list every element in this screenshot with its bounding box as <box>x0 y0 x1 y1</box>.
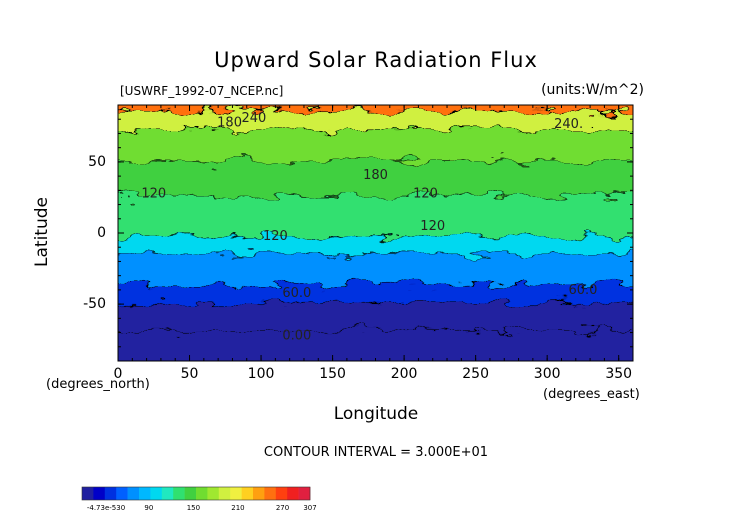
colorbar-swatch <box>264 487 277 500</box>
y-tick-label: 0 <box>97 225 106 241</box>
colorbar-swatch <box>93 487 106 500</box>
contour-label: 240. <box>554 117 583 132</box>
colorbar-swatch <box>287 487 299 500</box>
heatmap-band <box>118 329 633 361</box>
contour-label: 0.00 <box>282 329 311 344</box>
x-tick-label: 350 <box>605 366 633 382</box>
file-label: [USWRF_1992-07_NCEP.nc] <box>120 84 284 98</box>
colorbar-tick-label: 307 <box>303 504 317 512</box>
colorbar-frame <box>81 486 311 501</box>
colorbar-swatch <box>230 487 242 500</box>
contour-label: 60.0 <box>568 283 597 298</box>
x-tick-label: 0 <box>113 366 123 382</box>
colorbar-swatch <box>196 487 208 500</box>
y-tick-label: 50 <box>88 153 106 170</box>
y-tick-label: -50 <box>83 296 106 313</box>
colorbar-swatch <box>116 487 128 500</box>
units-label: (units:W/m^2) <box>541 82 644 98</box>
y-axis-unit-note: (degrees_north) <box>46 377 150 392</box>
colorbar-swatch <box>253 487 265 500</box>
colorbar-swatch <box>104 487 117 500</box>
contour-label: 180 <box>363 168 388 183</box>
colorbar-swatch <box>184 487 197 500</box>
plot-area <box>118 105 633 361</box>
contour-interval-text: CONTOUR INTERVAL = 3.000E+01 <box>263 445 489 460</box>
colorbar-swatch <box>139 487 151 500</box>
colorbar-swatch <box>173 487 185 500</box>
contour-label: 180 <box>217 115 242 130</box>
colorbar-swatch <box>127 487 140 500</box>
contour-label: 120 <box>420 219 445 234</box>
contour-label: 120 <box>263 229 288 244</box>
x-axis-label: Longitude <box>333 404 419 424</box>
colorbar-tick-label: 90 <box>144 504 154 512</box>
x-tick-label: 200 <box>390 366 418 382</box>
colorbar-tick-label: 210 <box>231 504 245 512</box>
chart-title: Upward Solar Radiation Flux <box>214 48 538 72</box>
colorbar-swatch <box>218 487 231 500</box>
colorbar-tick-label: 270 <box>275 504 290 512</box>
contour-label: 240 <box>241 111 266 126</box>
x-tick-label: 50 <box>180 366 199 382</box>
colorbar-swatch <box>82 487 94 500</box>
contour-label: 120 <box>413 186 438 201</box>
colorbar-swatch <box>298 487 311 500</box>
contour-label: 120 <box>141 186 166 201</box>
colorbar-swatch <box>161 487 174 500</box>
x-tick-label: 150 <box>319 366 346 382</box>
colorbar-min-label: -4.73e-530 <box>86 504 126 512</box>
colorbar-tick-label: 150 <box>186 504 201 512</box>
colorbar-swatch <box>241 487 254 500</box>
colorbar-swatch <box>150 487 163 500</box>
contour-label: 60.0 <box>282 286 311 301</box>
x-tick-label: 250 <box>462 366 489 382</box>
x-axis-unit-note: (degrees_east) <box>543 387 640 402</box>
colorbar-swatch <box>207 487 220 500</box>
colorbar-swatch <box>275 487 288 500</box>
x-tick-label: 300 <box>533 366 561 382</box>
x-tick-label: 100 <box>247 366 275 382</box>
y-axis-label: Latitude <box>32 197 52 267</box>
